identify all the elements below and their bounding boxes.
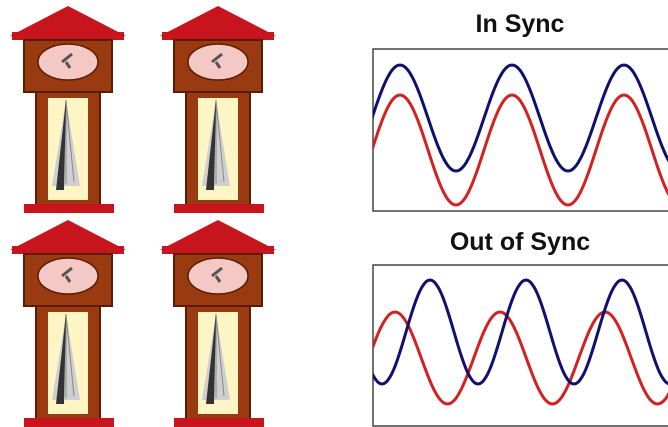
panel-title: Out of Sync [450, 228, 590, 256]
page: {"panels": [{"title": "In Sync"}, {"titl… [0, 0, 668, 427]
clock [10, 6, 126, 213]
panel-title: In Sync [476, 10, 565, 38]
illustration: In Sync Out of Sync [0, 0, 668, 427]
clock [160, 6, 276, 213]
clock [10, 220, 126, 427]
clock [160, 220, 276, 427]
